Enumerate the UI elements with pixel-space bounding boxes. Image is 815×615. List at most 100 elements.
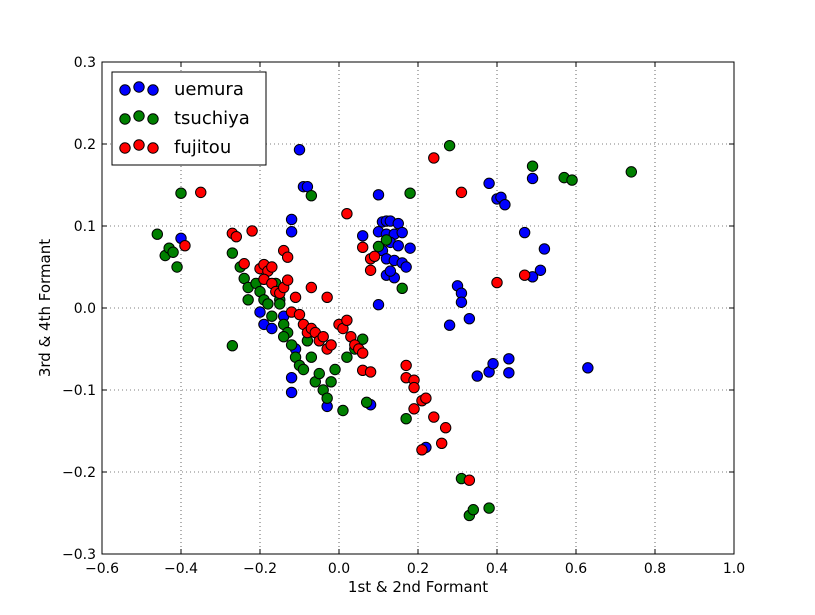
point-fujitou: [246, 225, 258, 237]
point-uemura: [471, 370, 483, 382]
point-fujitou: [428, 411, 440, 423]
point-fujitou: [325, 339, 337, 351]
legend-label-tsuchiya: tsuchiya: [174, 108, 250, 129]
point-uemura: [392, 239, 404, 252]
axis-ticks: −0.6 −0.4 −0.2 0.0 0.2 0.4 0.6 0.8 1.0 −0.3 −0.2 −0…: [62, 55, 745, 577]
point-uemura: [357, 230, 369, 242]
point-uemura: [487, 358, 499, 370]
x-tick-label: −0.4: [164, 561, 198, 577]
point-uemura: [538, 243, 551, 255]
x-tick-label: 0.6: [565, 561, 587, 577]
point-tsuchiya: [329, 363, 341, 376]
point-fujitou: [238, 258, 250, 270]
point-uemura: [372, 189, 385, 201]
point-fujitou: [455, 186, 468, 199]
y-axis-label: 3rd & 4th Formant: [36, 239, 54, 377]
point-uemura: [285, 372, 298, 384]
legend-marker-tsuchiya: [133, 110, 145, 122]
point-uemura: [285, 226, 298, 238]
point-tsuchiya: [625, 166, 637, 178]
point-fujitou: [463, 474, 476, 486]
point-uemura: [526, 172, 539, 185]
point-fujitou: [491, 276, 503, 289]
point-tsuchiya: [396, 282, 408, 295]
legend-marker-uemura: [133, 81, 145, 93]
x-tick-label: 0.0: [328, 561, 350, 577]
y-tick-label: 0.3: [74, 55, 96, 71]
data-points: [151, 139, 637, 522]
point-uemura: [503, 367, 515, 379]
point-uemura: [293, 144, 306, 156]
y-tick-label: 0.2: [74, 137, 96, 153]
y-tick-label: −0.2: [62, 465, 96, 481]
legend-marker-tsuchiya: [147, 113, 159, 125]
point-fujitou: [179, 239, 191, 252]
legend-marker-fujitou: [147, 142, 159, 154]
point-fujitou: [357, 347, 369, 359]
point-fujitou: [408, 403, 420, 415]
x-tick-label: 0.4: [486, 561, 508, 577]
y-tick-label: −0.3: [62, 547, 96, 563]
point-tsuchiya: [285, 339, 298, 351]
point-fujitou: [368, 250, 381, 263]
y-tick-label: 0.0: [74, 301, 96, 317]
point-fujitou: [439, 422, 452, 434]
legend-marker-uemura: [119, 84, 131, 96]
point-uemura: [503, 353, 515, 365]
point-fujitou: [341, 208, 353, 220]
point-fujitou: [195, 186, 207, 199]
point-tsuchiya: [266, 310, 278, 322]
point-tsuchiya: [297, 363, 310, 376]
point-uemura: [400, 261, 412, 273]
point-fujitou: [289, 291, 302, 304]
point-fujitou: [420, 392, 432, 404]
x-tick-label: 0.8: [644, 561, 666, 577]
point-tsuchiya: [325, 376, 337, 388]
point-fujitou: [266, 261, 278, 273]
point-fujitou: [293, 308, 306, 321]
point-fujitou: [364, 264, 377, 276]
point-fujitou: [364, 366, 377, 378]
point-fujitou: [281, 274, 294, 286]
x-axis-label: 1st & 2nd Formant: [348, 578, 488, 596]
x-tick-label: 1.0: [723, 561, 745, 577]
point-fujitou: [321, 291, 333, 304]
point-tsuchiya: [151, 228, 164, 240]
point-tsuchiya: [467, 504, 479, 516]
point-uemura: [384, 265, 397, 277]
point-tsuchiya: [262, 298, 274, 310]
point-fujitou: [317, 331, 329, 343]
point-tsuchiya: [278, 331, 290, 343]
point-tsuchiya: [274, 298, 286, 310]
point-fujitou: [305, 281, 318, 294]
point-fujitou: [230, 230, 243, 243]
point-fujitou: [281, 251, 294, 263]
point-tsuchiya: [443, 139, 456, 152]
point-tsuchiya: [242, 294, 254, 306]
point-tsuchiya: [483, 502, 495, 514]
point-uemura: [404, 242, 416, 254]
y-tick-label: 0.1: [74, 219, 96, 235]
legend-marker-tsuchiya: [119, 113, 131, 125]
x-tick-label: −0.6: [85, 561, 119, 577]
point-tsuchiya: [226, 340, 239, 352]
point-uemura: [483, 177, 495, 190]
x-tick-label: −0.2: [243, 561, 277, 577]
point-uemura: [372, 299, 385, 311]
point-tsuchiya: [175, 187, 187, 199]
point-tsuchiya: [360, 396, 373, 408]
point-tsuchiya: [526, 160, 539, 172]
point-tsuchiya: [372, 240, 385, 253]
point-tsuchiya: [357, 333, 369, 345]
point-fujitou: [428, 152, 440, 164]
point-fujitou: [518, 269, 531, 281]
point-uemura: [518, 226, 531, 239]
point-tsuchiya: [171, 261, 183, 273]
point-tsuchiya: [305, 351, 318, 363]
point-tsuchiya: [380, 234, 393, 246]
point-fujitou: [400, 359, 412, 372]
legend-label-uemura: uemura: [174, 79, 244, 100]
point-uemura: [285, 386, 298, 399]
x-tick-label: 0.2: [407, 561, 429, 577]
